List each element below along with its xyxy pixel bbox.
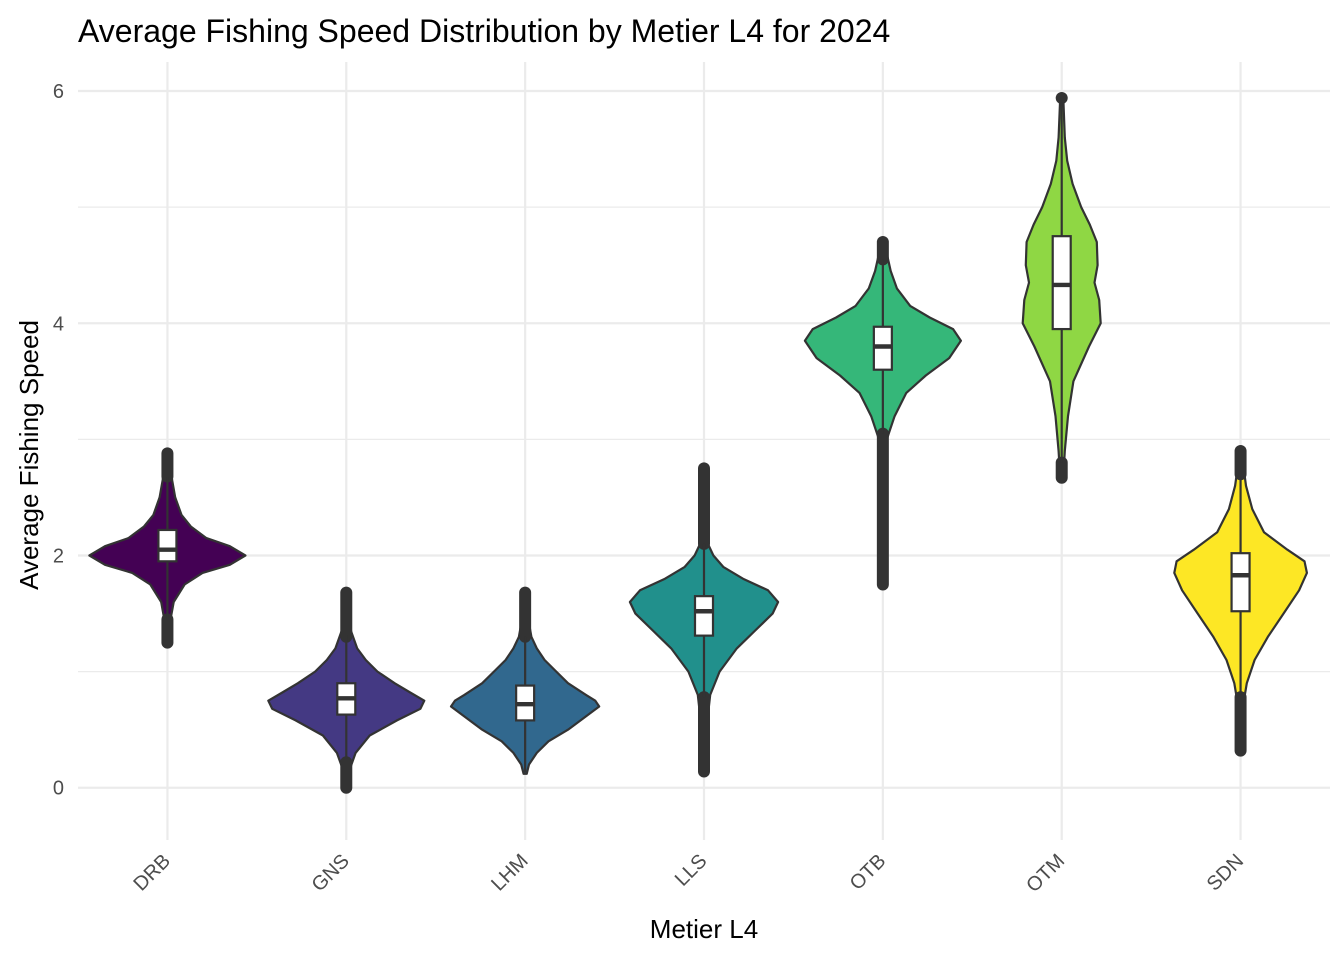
x-tick-label: SDN bbox=[1203, 850, 1248, 895]
x-tick-label: OTM bbox=[1022, 850, 1069, 897]
violin-lhm bbox=[449, 586, 601, 775]
x-tick-label: LHM bbox=[487, 850, 532, 895]
x-axis-title: Metier L4 bbox=[650, 914, 758, 944]
y-axis-title: Average Fishing Speed bbox=[14, 320, 44, 590]
violin-gns bbox=[267, 586, 426, 794]
y-tick-label: 6 bbox=[53, 81, 64, 103]
violin-sdn bbox=[1173, 445, 1308, 757]
y-tick-label: 4 bbox=[53, 313, 64, 335]
y-axis: 0 2 4 6 bbox=[53, 81, 64, 800]
outlier-point bbox=[1055, 91, 1068, 104]
violin-otm bbox=[1021, 91, 1102, 484]
y-tick-label: 0 bbox=[53, 778, 64, 800]
x-tick-label: DRB bbox=[130, 850, 175, 895]
box-iqr bbox=[1230, 552, 1251, 613]
box-iqr bbox=[1051, 235, 1072, 331]
x-axis: DRB GNS LHM LLS OTB OTM SDN bbox=[130, 850, 1249, 897]
chart-title: Average Fishing Speed Distribution by Me… bbox=[78, 13, 890, 49]
violin-series bbox=[88, 91, 1308, 794]
violin-drb bbox=[88, 447, 247, 649]
violin-lls bbox=[628, 462, 780, 778]
box-iqr bbox=[157, 528, 178, 563]
violin-otb bbox=[803, 235, 962, 591]
box-iqr bbox=[693, 595, 715, 637]
y-tick-label: 2 bbox=[53, 546, 64, 568]
x-tick-label: OTB bbox=[846, 850, 891, 895]
x-tick-label: GNS bbox=[308, 850, 354, 896]
x-tick-label: LLS bbox=[671, 850, 712, 891]
